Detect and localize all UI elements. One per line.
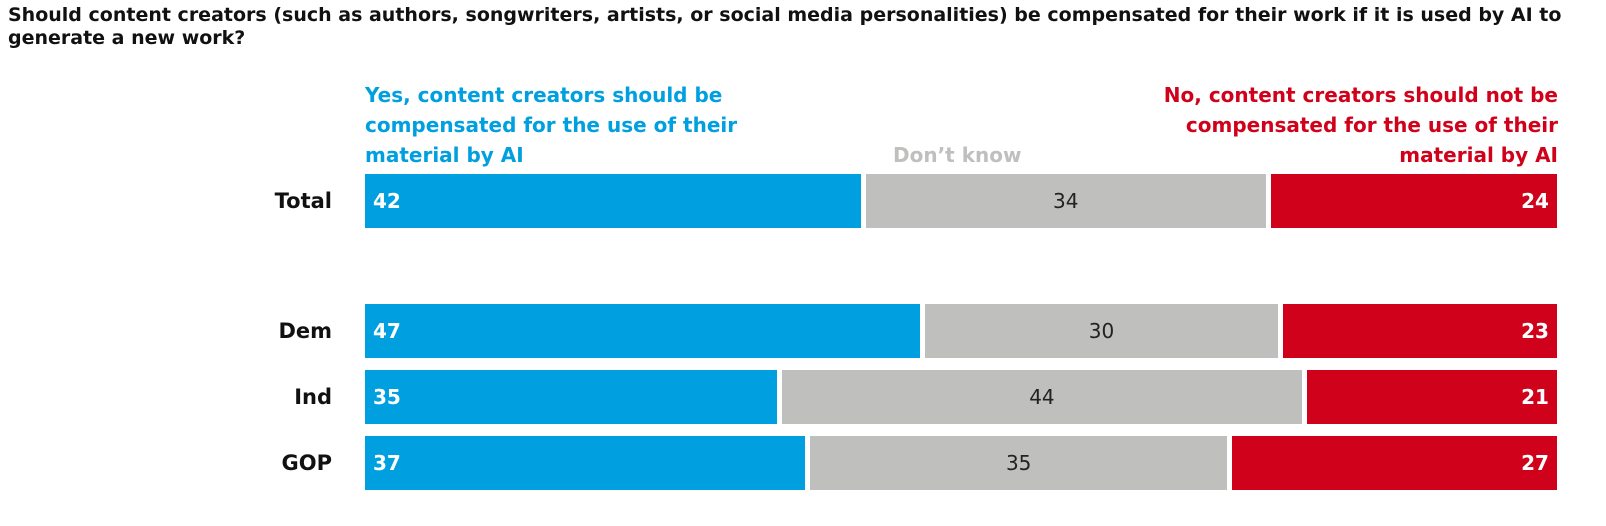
value-label: 24 <box>1521 189 1549 213</box>
value-label: 27 <box>1521 451 1549 475</box>
value-label: 21 <box>1521 385 1549 409</box>
bar-segment <box>365 370 778 424</box>
bar-segment <box>1306 370 1557 424</box>
value-label: 47 <box>373 319 401 343</box>
bar-segment <box>365 436 806 490</box>
legend-entry: No, content creators should not be compe… <box>1163 83 1558 167</box>
bar-segment <box>925 304 1278 358</box>
value-label: 23 <box>1521 319 1549 343</box>
value-label: 44 <box>1029 385 1055 409</box>
value-label: 42 <box>373 189 401 213</box>
bar-segment <box>365 174 861 228</box>
category-label: GOP <box>281 451 332 475</box>
category-label: Total <box>274 189 332 213</box>
bar-segment <box>810 436 1227 490</box>
category-label: Ind <box>294 385 332 409</box>
bar-segment <box>1270 174 1557 228</box>
value-label: 30 <box>1088 319 1115 343</box>
chart-title: Should content creators (such as authors… <box>8 4 1562 49</box>
value-label: 34 <box>1053 189 1079 213</box>
value-label: 35 <box>1005 451 1032 475</box>
value-label: 37 <box>373 451 401 475</box>
bar-segment <box>1282 304 1557 358</box>
bar-segment <box>782 370 1302 424</box>
value-label: 35 <box>373 385 401 409</box>
legend-entry: Yes, content creators should be compensa… <box>365 83 738 167</box>
bar-segment <box>365 304 921 358</box>
bar-segment <box>1231 436 1557 490</box>
category-label: Dem <box>278 319 332 343</box>
bar-segment <box>865 174 1266 228</box>
legend-entry: Don’t know <box>893 143 1022 167</box>
